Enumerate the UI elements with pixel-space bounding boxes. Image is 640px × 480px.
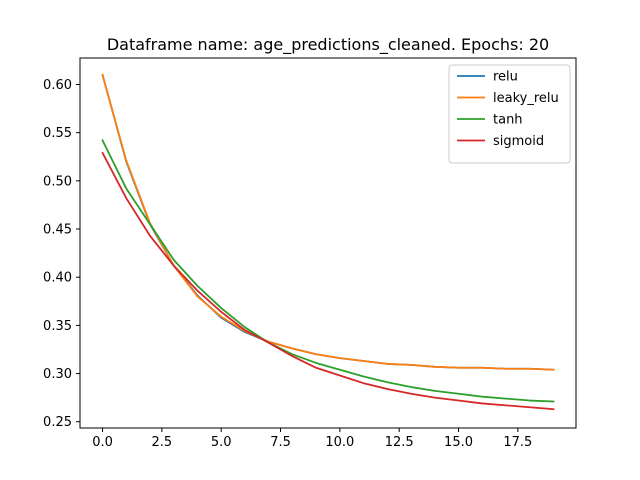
- x-tick-label: 2.5: [152, 435, 173, 450]
- y-tick-label: 0.25: [43, 415, 72, 430]
- chart-title: Dataframe name: age_predictions_cleaned.…: [107, 35, 549, 55]
- legend-box: [448, 64, 571, 164]
- y-tick-label: 0.40: [43, 271, 72, 286]
- legend-label-relu: relu: [493, 70, 518, 85]
- series-lines: [101, 73, 555, 411]
- y-tick-label: 0.60: [43, 78, 72, 93]
- series-line-sigmoid: [101, 151, 555, 411]
- legend-label-sigmoid: sigmoid: [493, 134, 544, 149]
- plot-frame: [79, 57, 577, 429]
- y-tick-label: 0.45: [43, 223, 72, 238]
- legend-label-leaky-relu: leaky_relu: [493, 91, 559, 106]
- x-tick-label: 10.0: [325, 435, 354, 450]
- x-tick-label: 17.5: [503, 435, 532, 450]
- axes: 0.0 2.5 5.0 7.5 10.0 12.5 15.0 17.5 0.25 0.30 0.35…: [43, 57, 577, 450]
- y-tick-label: 0.35: [43, 319, 72, 334]
- y-tick-label: 0.50: [43, 174, 72, 189]
- legend-label-tanh: tanh: [493, 113, 523, 128]
- x-tick-label: 7.5: [270, 435, 291, 450]
- series-line-tanh: [101, 139, 555, 403]
- y-tick-label: 0.30: [43, 367, 72, 382]
- x-tick-label: 15.0: [444, 435, 473, 450]
- x-tick-label: 12.5: [385, 435, 414, 450]
- x-tick-label: 0.0: [92, 435, 113, 450]
- y-tick-label: 0.55: [43, 126, 72, 141]
- x-tick-label: 5.0: [211, 435, 232, 450]
